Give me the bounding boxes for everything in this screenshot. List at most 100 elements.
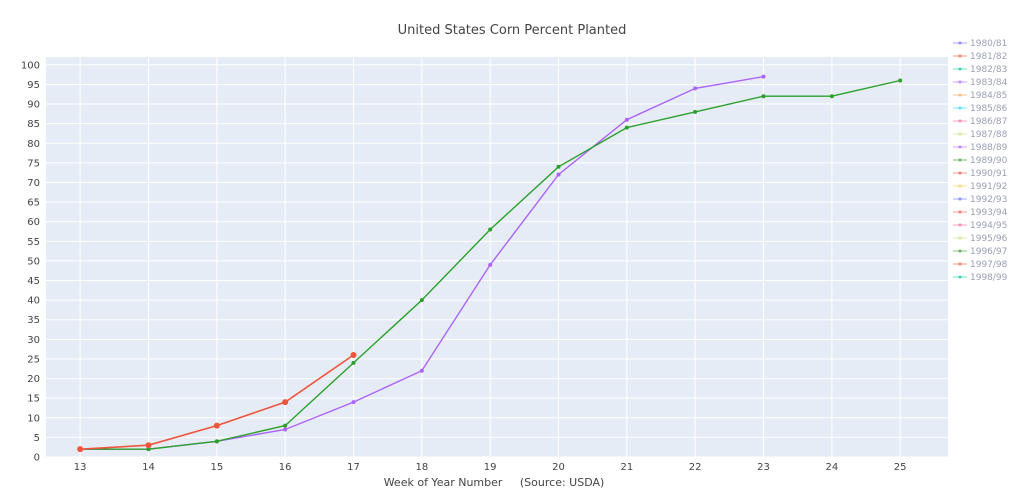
legend-item[interactable]: 1992/93 xyxy=(953,195,1007,205)
data-point xyxy=(214,439,219,444)
data-point xyxy=(898,78,903,83)
data-point xyxy=(213,422,220,429)
legend-item[interactable]: 1993/94 xyxy=(953,208,1008,218)
legend-label: 1989/90 xyxy=(970,156,1008,166)
y-tick-label: 100 xyxy=(21,60,40,71)
data-point xyxy=(829,94,834,99)
x-tick-label: 24 xyxy=(825,462,838,473)
legend-label: 1986/87 xyxy=(970,117,1007,127)
legend-item[interactable]: 1991/92 xyxy=(953,182,1007,192)
x-tick-label: 16 xyxy=(279,462,292,473)
legend-label: 1980/81 xyxy=(970,39,1007,49)
data-point xyxy=(556,172,561,177)
data-point xyxy=(624,125,629,130)
legend-label: 1982/83 xyxy=(970,65,1007,75)
y-tick-label: 30 xyxy=(27,335,40,346)
legend-label: 1994/95 xyxy=(970,221,1007,231)
legend-item[interactable]: 1987/88 xyxy=(953,130,1008,140)
data-point xyxy=(488,262,493,267)
x-tick-label: 18 xyxy=(415,462,428,473)
series-1989-90 xyxy=(78,78,903,452)
legend-item[interactable]: 1996/97 xyxy=(953,247,1007,257)
legend-swatch-marker xyxy=(958,184,962,188)
y-tick-label: 5 xyxy=(34,433,40,444)
legend-item[interactable]: 1988/89 xyxy=(953,143,1008,153)
data-point xyxy=(145,442,152,449)
legend-item[interactable]: 1981/82 xyxy=(953,52,1007,62)
data-point xyxy=(283,427,288,432)
legend-item[interactable]: 1989/90 xyxy=(953,156,1008,166)
legend-label: 1983/84 xyxy=(970,78,1008,88)
y-tick-label: 55 xyxy=(27,237,40,248)
legend-swatch-marker xyxy=(958,41,962,45)
legend-swatch-marker xyxy=(958,80,962,84)
y-tick-label: 85 xyxy=(27,119,40,130)
x-tick-label: 15 xyxy=(210,462,223,473)
y-tick-label: 75 xyxy=(27,158,40,169)
y-tick-label: 20 xyxy=(27,374,40,385)
legend-label: 1985/86 xyxy=(970,104,1008,114)
data-point xyxy=(488,227,493,232)
y-tick-label: 60 xyxy=(27,217,40,228)
legend-item[interactable]: 1980/81 xyxy=(953,39,1007,49)
x-tick-label: 14 xyxy=(142,462,155,473)
legend-item[interactable]: 1983/84 xyxy=(953,78,1008,88)
y-tick-label: 95 xyxy=(27,80,40,91)
legend-label: 1993/94 xyxy=(970,208,1008,218)
x-axis: 13 14 15 16 17 18 19 20 21 22 23 24 25 xyxy=(74,462,907,473)
legend-swatch-marker xyxy=(958,54,962,58)
legend-swatch-marker xyxy=(958,210,962,214)
y-tick-label: 0 xyxy=(34,453,40,464)
legend-item[interactable]: 1995/96 xyxy=(953,234,1008,244)
legend-swatch-marker xyxy=(958,249,962,253)
x-tick-label: 13 xyxy=(74,462,87,473)
x-tick-label: 19 xyxy=(484,462,497,473)
y-tick-label: 40 xyxy=(27,296,40,307)
legend-item[interactable]: 1982/83 xyxy=(953,65,1007,75)
plot-area xyxy=(46,57,948,457)
legend-swatch-marker xyxy=(958,197,962,201)
legend-swatch-marker xyxy=(958,171,962,175)
data-point xyxy=(351,400,356,405)
x-tick-label: 17 xyxy=(347,462,360,473)
legend-item[interactable]: 1985/86 xyxy=(953,104,1008,114)
legend-swatch-marker xyxy=(958,236,962,240)
legend-item[interactable]: 1997/98 xyxy=(953,260,1008,270)
legend-label: 1992/93 xyxy=(970,195,1007,205)
data-point xyxy=(283,423,288,428)
legend-label: 1990/91 xyxy=(970,169,1007,179)
legend-label: 1984/85 xyxy=(970,91,1007,101)
data-point xyxy=(419,298,424,303)
legend-item[interactable]: 1994/95 xyxy=(953,221,1007,231)
data-point xyxy=(77,446,84,453)
y-tick-label: 50 xyxy=(27,256,40,267)
legend-item[interactable]: 1998/99 xyxy=(953,273,1008,283)
legend-label: 1996/97 xyxy=(970,247,1007,257)
legend: 1980/81 1981/82 1982/83 1983/84 1984/85 1985/… xyxy=(953,39,1008,283)
data-point xyxy=(350,352,357,359)
legend-swatch-marker xyxy=(958,67,962,71)
grid-lines xyxy=(46,57,948,458)
data-point xyxy=(282,399,289,406)
series-1990-91 xyxy=(77,352,357,453)
data-point xyxy=(624,117,629,122)
legend-item[interactable]: 1986/87 xyxy=(953,117,1007,127)
chart-title: United States Corn Percent Planted xyxy=(398,23,627,38)
data-point xyxy=(761,74,766,79)
legend-item[interactable]: 1984/85 xyxy=(953,91,1007,101)
legend-swatch-marker xyxy=(958,223,962,227)
legend-swatch-marker xyxy=(958,262,962,266)
x-tick-label: 25 xyxy=(894,462,907,473)
legend-swatch-marker xyxy=(958,275,962,279)
data-point xyxy=(693,109,698,114)
y-tick-label: 35 xyxy=(27,315,40,326)
legend-label: 1997/98 xyxy=(970,260,1008,270)
legend-item[interactable]: 1990/91 xyxy=(953,169,1007,179)
legend-label: 1988/89 xyxy=(970,143,1008,153)
x-tick-label: 20 xyxy=(552,462,565,473)
legend-swatch-marker xyxy=(958,158,962,162)
legend-swatch-marker xyxy=(958,106,962,110)
legend-swatch-marker xyxy=(958,93,962,97)
x-axis-title: Week of Year Number (Source: USDA) xyxy=(384,476,605,489)
